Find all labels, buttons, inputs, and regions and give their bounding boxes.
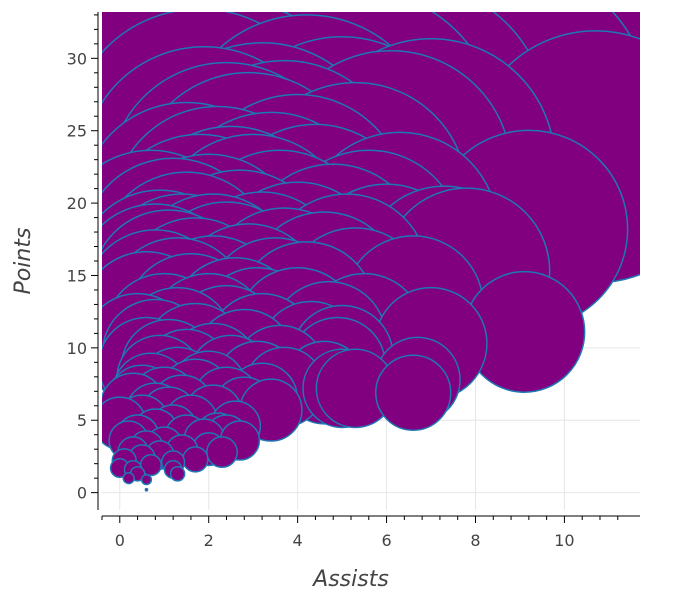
x-tick-label: 2 [204,531,214,550]
x-tick-label: 8 [470,531,480,550]
y-tick-label: 30 [67,49,87,68]
data-point [140,473,153,486]
data-point [122,471,135,485]
data-point [169,466,186,482]
data-point [182,446,209,473]
y-tick-label: 20 [67,194,87,213]
axes: 0 5 10 15 20 25 30 0 2 4 6 8 10 [67,12,640,550]
x-tick-label: 4 [293,531,303,550]
y-axis-title: Points [11,228,36,295]
data-points [102,12,640,492]
y-tick-label: 25 [67,122,87,141]
data-point [375,354,452,431]
x-tick-label: 10 [554,531,574,550]
x-tick-label: 0 [115,531,125,550]
y-tick-label: 5 [77,411,87,430]
data-point [144,487,149,492]
x-tick-label: 6 [381,531,391,550]
y-tick-label: 15 [67,266,87,285]
y-tick-label: 0 [77,484,87,503]
y-tick-label: 10 [67,339,87,358]
data-point [206,436,239,469]
x-axis-title: Assists [311,567,389,592]
